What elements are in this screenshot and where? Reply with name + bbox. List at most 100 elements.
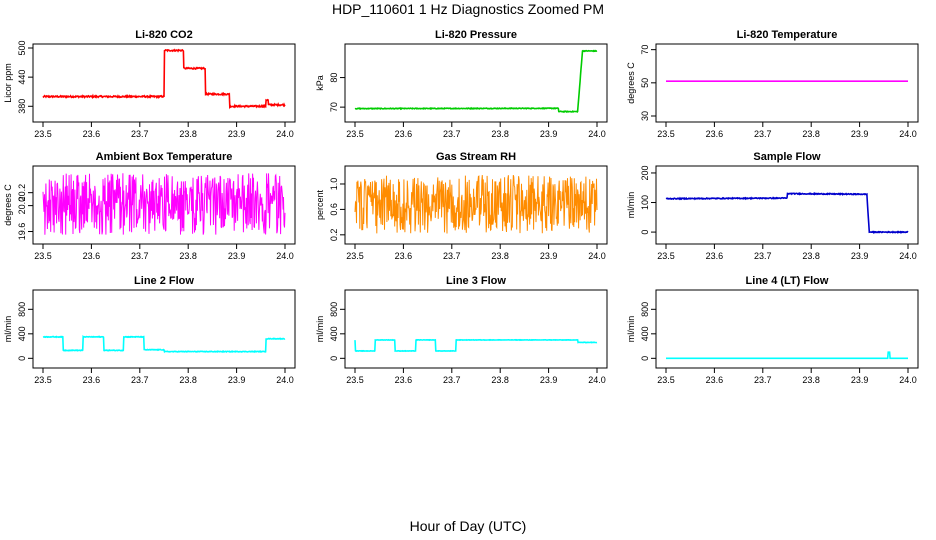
y-axis-label: kPa <box>315 75 325 91</box>
x-tick-label: 23.8 <box>802 375 820 385</box>
x-tick-label: 23.9 <box>540 251 558 261</box>
series-line <box>354 338 598 353</box>
x-tick-label: 23.8 <box>179 251 197 261</box>
y-axis-label: Licor ppm <box>3 63 13 103</box>
panel-title: Ambient Box Temperature <box>96 151 233 163</box>
figure-title: HDP_110601 1 Hz Diagnostics Zoomed PM <box>331 1 605 17</box>
x-tick-label: 23.5 <box>657 375 675 385</box>
y-tick-label: 80 <box>329 73 339 83</box>
y-tick-label: 0 <box>17 356 27 361</box>
x-tick-label: 23.7 <box>443 251 461 261</box>
plot-frame <box>32 43 296 123</box>
x-tick-label: 24.0 <box>899 251 917 261</box>
y-tick-label: 400 <box>17 326 27 341</box>
y-tick-label: 800 <box>17 302 27 317</box>
y-tick-label: 20.0 <box>17 197 27 215</box>
x-tick-label: 24.0 <box>899 375 917 385</box>
y-tick-label: 200 <box>640 165 650 180</box>
y-tick-label: 50 <box>640 78 650 88</box>
x-tick-label: 23.8 <box>491 375 509 385</box>
x-tick-label: 23.5 <box>346 129 364 139</box>
y-tick-label: 0 <box>640 356 650 361</box>
panel-title: Line 2 Flow <box>134 275 194 287</box>
y-tick-label: 440 <box>17 70 27 85</box>
x-tick-label: 23.7 <box>443 129 461 139</box>
y-tick-label: 30 <box>640 111 650 121</box>
y-tick-label: 380 <box>17 99 27 114</box>
x-tick-label: 23.9 <box>851 375 869 385</box>
y-tick-label: 19.6 <box>17 223 27 241</box>
x-tick-label: 23.9 <box>540 129 558 139</box>
y-axis-label: degrees C <box>3 184 13 226</box>
x-tick-label: 23.6 <box>395 129 413 139</box>
panel-title: Sample Flow <box>753 151 821 163</box>
series-line <box>42 334 286 354</box>
series-line <box>665 191 909 234</box>
y-axis-label: ml/min <box>626 192 636 219</box>
y-tick-label: 400 <box>640 326 650 341</box>
plot-frame <box>32 165 296 245</box>
y-tick-label: 0.6 <box>329 203 339 216</box>
panel-ambient-box-temperature: Ambient Box Temperature 23.5 23.6 23.7 23.8 2… <box>3 151 296 261</box>
x-tick-label: 23.7 <box>131 375 149 385</box>
panel-li-820-temperature: Li-820 Temperature 23.5 23.6 23.7 23.8 23.9 24… <box>626 29 919 139</box>
y-axis-label: percent <box>315 189 325 220</box>
x-tick-label: 23.7 <box>131 251 149 261</box>
plot-frame <box>344 289 608 369</box>
x-tick-label: 23.6 <box>83 251 101 261</box>
y-axis-label: degrees C <box>626 62 636 104</box>
x-tick-label: 23.7 <box>754 375 772 385</box>
x-tick-label: 23.8 <box>491 129 509 139</box>
panel-li-820-co2: Li-820 CO2 23.5 23.6 23.7 23.8 23.9 24.0 380 440… <box>3 29 296 139</box>
y-tick-label: 800 <box>640 302 650 317</box>
x-tick-label: 23.8 <box>179 375 197 385</box>
x-tick-label: 24.0 <box>899 129 917 139</box>
y-axis-label: ml/min <box>626 316 636 343</box>
x-tick-label: 24.0 <box>276 251 294 261</box>
y-axis-label: ml/min <box>3 316 13 343</box>
y-tick-label: 0 <box>329 356 339 361</box>
x-tick-label: 23.6 <box>706 251 724 261</box>
x-tick-label: 23.9 <box>540 375 558 385</box>
x-tick-label: 24.0 <box>276 129 294 139</box>
plot-frame <box>655 289 919 369</box>
y-tick-label: 1.0 <box>329 178 339 191</box>
panel-sample-flow: Sample Flow 23.5 23.6 23.7 23.8 23.9 24.0 0 100 2… <box>626 151 919 261</box>
y-tick-label: 0 <box>640 230 650 235</box>
x-tick-label: 23.5 <box>657 251 675 261</box>
y-tick-label: 800 <box>329 302 339 317</box>
y-tick-label: 20.2 <box>17 184 27 202</box>
x-tick-label: 23.6 <box>395 375 413 385</box>
x-tick-label: 23.8 <box>179 129 197 139</box>
x-tick-label: 24.0 <box>588 375 606 385</box>
panel-title: Li-820 Temperature <box>737 29 838 41</box>
x-tick-label: 23.9 <box>228 251 246 261</box>
panel-gas-stream-rh: Gas Stream RH 23.5 23.6 23.7 23.8 23.9 24.0 0.2… <box>315 151 608 261</box>
x-tick-label: 23.8 <box>491 251 509 261</box>
y-tick-label: 70 <box>329 102 339 112</box>
plot-frame <box>344 43 608 123</box>
x-tick-label: 23.9 <box>851 251 869 261</box>
x-tick-label: 23.6 <box>83 129 101 139</box>
x-tick-label: 23.6 <box>83 375 101 385</box>
x-tick-label: 23.7 <box>754 251 772 261</box>
y-tick-label: 400 <box>329 326 339 341</box>
x-tick-label: 23.5 <box>346 251 364 261</box>
x-tick-label: 23.5 <box>34 251 52 261</box>
x-tick-label: 23.5 <box>657 129 675 139</box>
x-tick-label: 23.6 <box>706 129 724 139</box>
series-line <box>354 49 598 114</box>
x-tick-label: 23.6 <box>395 251 413 261</box>
plot-frame <box>32 289 296 369</box>
x-tick-label: 23.7 <box>131 129 149 139</box>
series-line <box>666 351 908 360</box>
x-tick-label: 23.5 <box>34 129 52 139</box>
x-tick-label: 23.6 <box>706 375 724 385</box>
y-tick-label: 0.2 <box>329 229 339 242</box>
x-tick-label: 23.9 <box>228 375 246 385</box>
panel-title: Li-820 CO2 <box>135 29 192 41</box>
y-tick-label: 70 <box>640 45 650 55</box>
plot-frame <box>655 165 919 245</box>
panel-title: Gas Stream RH <box>436 151 516 163</box>
